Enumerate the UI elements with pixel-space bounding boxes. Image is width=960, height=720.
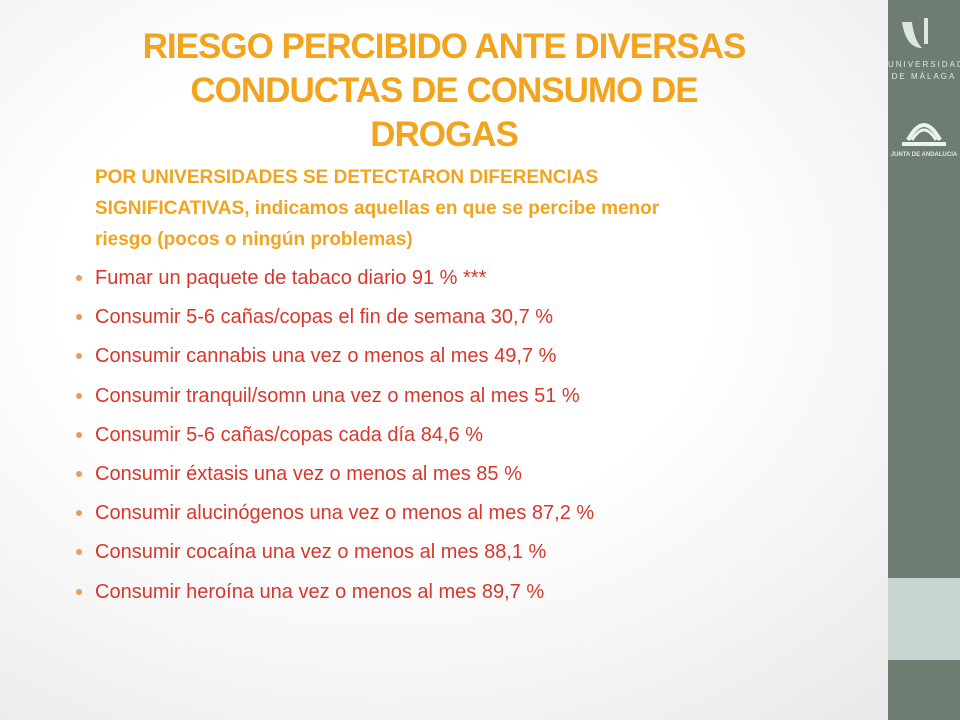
bullet-text: Fumar un paquete de tabaco diario 91 % *… — [95, 267, 487, 289]
subtitle-line: riesgo (pocos o ningún problemas) — [95, 229, 413, 250]
bullet-text: Consumir cocaína una vez o menos al mes … — [95, 541, 547, 564]
bullet-dot — [76, 392, 82, 399]
bullet-text: Consumir éxtasis una vez o menos al mes … — [95, 463, 522, 485]
title-line: CONDUCTAS DE CONSUMO DE — [190, 71, 698, 110]
logo-graphics — [902, 18, 946, 146]
subtitle-line: SIGNIFICATIVAS, indicamos aquellas en qu… — [95, 198, 660, 219]
subtitle-line: POR UNIVERSIDADES SE DETECTARON DIFERENC… — [95, 167, 599, 188]
bullet-dot — [76, 431, 82, 438]
bullet-dot — [76, 314, 82, 321]
title-line: DROGAS — [370, 115, 519, 154]
bullet-dot — [76, 353, 82, 360]
sidebar-block — [888, 578, 960, 660]
bullet-dot — [76, 471, 82, 477]
bullet-text: Consumir 5-6 cañas/copas el fin de seman… — [95, 306, 554, 329]
bullet-dot — [76, 588, 82, 595]
university-logo-text: DE MÁLAGA — [891, 72, 957, 81]
bullet-text: Consumir tranquil/somn una vez o menos a… — [95, 384, 580, 407]
title-line: RIESGO PERCIBIDO ANTE DIVERSAS — [142, 27, 747, 66]
bullet-text: Consumir alucinógenos una vez o menos al… — [95, 502, 595, 525]
bullet-dot — [76, 275, 82, 281]
bullet-text: Consumir heroína una vez o menos al mes … — [95, 580, 545, 603]
bullet-dot — [76, 549, 82, 556]
bullet-text: Consumir cannabis una vez o menos al mes… — [95, 345, 557, 368]
bullet-dot — [76, 510, 82, 517]
bullet-text: Consumir 5-6 cañas/copas cada día 84,6 % — [95, 423, 483, 446]
university-logo-text: UNIVERSIDAD — [888, 60, 960, 69]
junta-logo-text: JUNTA DE ANDALUCIA — [890, 152, 958, 158]
